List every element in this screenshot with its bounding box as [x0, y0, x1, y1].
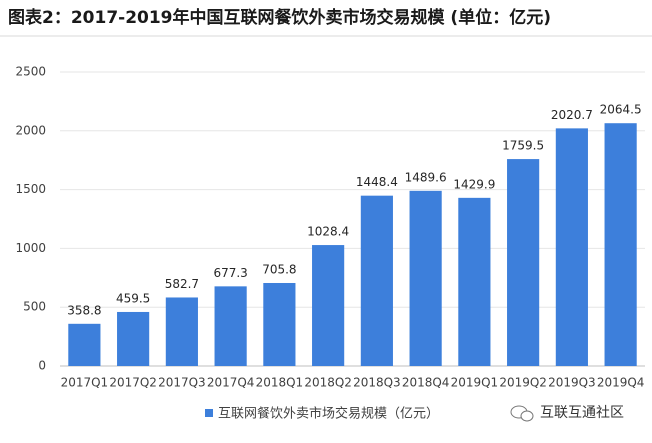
x-tick-label: 2019Q4: [597, 376, 645, 390]
data-label: 2020.7: [551, 108, 593, 122]
chart-title: 图表2：2017-2019年中国互联网餐饮外卖市场交易规模 (单位：亿元): [8, 7, 551, 28]
x-tick-label: 2017Q3: [158, 376, 206, 390]
bar: [117, 311, 150, 366]
bar: [68, 323, 101, 366]
x-tick-label: 2019Q2: [499, 376, 547, 390]
legend-swatch: [205, 409, 213, 417]
data-label: 358.8: [67, 303, 101, 317]
x-tick-label: 2019Q1: [451, 376, 499, 390]
data-label: 1759.5: [502, 139, 544, 153]
y-tick-label: 0: [38, 359, 46, 373]
bar: [312, 245, 345, 366]
source-mark: 互联互通社区: [510, 405, 624, 422]
x-tick-label: 2018Q2: [304, 376, 352, 390]
bar: [409, 190, 442, 366]
bar: [604, 123, 637, 366]
data-label: 582.7: [165, 277, 199, 291]
x-tick-label: 2017Q4: [207, 376, 255, 390]
data-label: 677.3: [213, 266, 247, 280]
bar: [507, 159, 540, 366]
y-tick-label: 1000: [15, 241, 46, 255]
data-label: 459.5: [116, 291, 150, 305]
x-tick-label: 2018Q3: [353, 376, 401, 390]
y-tick-label: 2000: [15, 123, 46, 137]
bar: [165, 297, 198, 366]
data-label: 705.8: [262, 262, 296, 276]
x-tick-label: 2017Q1: [61, 376, 109, 390]
wechat-icon: [520, 410, 534, 422]
bar: [555, 128, 588, 366]
data-label: 1448.4: [356, 175, 398, 189]
data-label: 2064.5: [600, 103, 642, 117]
y-tick-label: 1500: [15, 182, 46, 196]
source-text: 互联互通社区: [540, 405, 624, 421]
bar: [214, 286, 247, 366]
data-label: 1028.4: [307, 225, 349, 239]
y-tick-label: 2500: [15, 65, 46, 79]
x-tick-label: 2017Q2: [109, 376, 157, 390]
x-tick-label: 2019Q3: [548, 376, 596, 390]
x-tick-label: 2018Q1: [256, 376, 304, 390]
bar: [458, 197, 491, 366]
legend-label: 互联网餐饮外卖市场交易规模（亿元）: [218, 406, 439, 422]
y-tick-label: 500: [23, 300, 46, 314]
data-label: 1429.9: [453, 177, 495, 191]
data-label: 1489.6: [405, 170, 447, 184]
bar: [360, 195, 393, 366]
x-tick-label: 2018Q4: [402, 376, 450, 390]
bar: [263, 282, 296, 366]
